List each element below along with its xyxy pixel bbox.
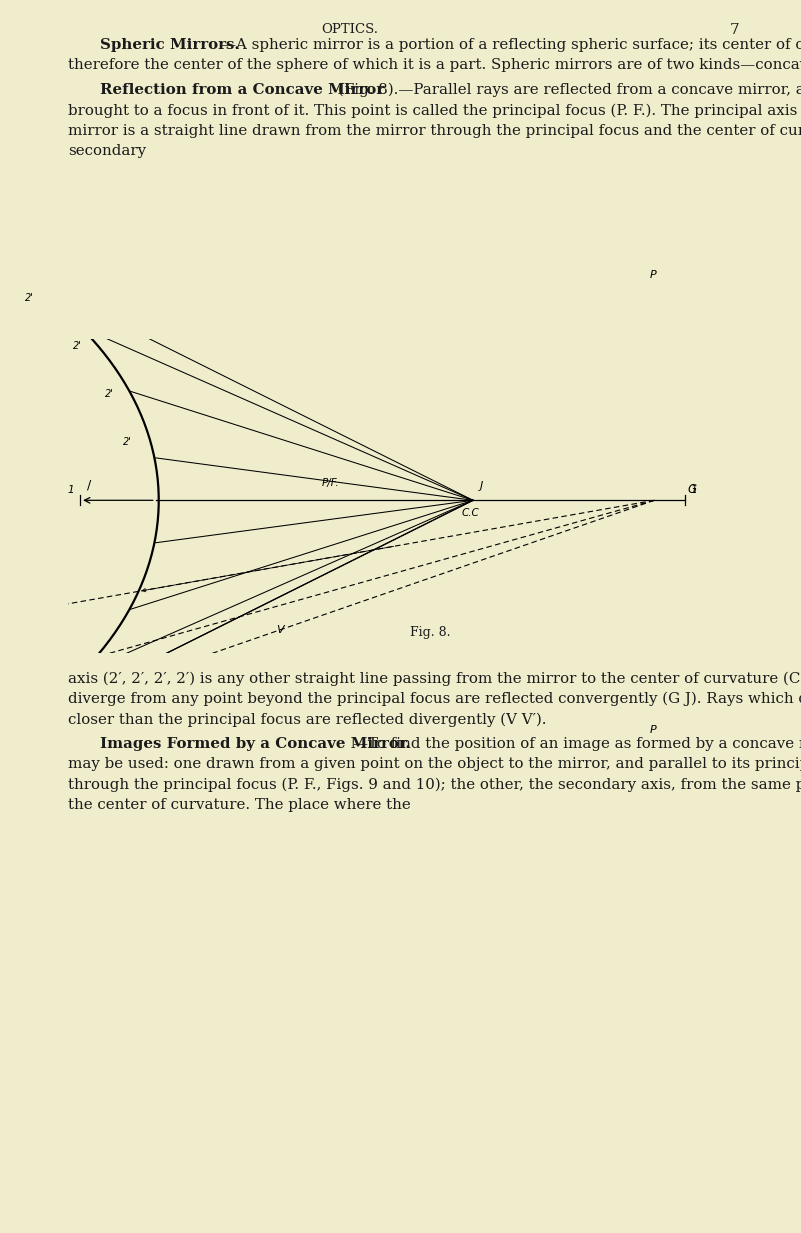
Text: —A spheric mirror is a portion of a reflecting spheric surface; its center of cu: —A spheric mirror is a portion of a refl…	[220, 38, 801, 52]
Text: 7: 7	[731, 23, 740, 37]
Text: axis (2′, 2′, 2′, 2′) is any other straight line passing from the mirror to the : axis (2′, 2′, 2′, 2′) is any other strai…	[68, 672, 801, 686]
Text: diverge from any point beyond the principal focus are reflected convergently (G : diverge from any point beyond the princi…	[68, 692, 801, 707]
Text: Images Formed by a Concave Mirror.: Images Formed by a Concave Mirror.	[100, 737, 411, 751]
Text: Reflection from a Concave Mirror: Reflection from a Concave Mirror	[100, 83, 384, 97]
Text: 2': 2'	[105, 390, 114, 399]
Text: —To find the position of an image as formed by a concave mirror, two rays: —To find the position of an image as for…	[352, 737, 801, 751]
Text: therefore the center of the sphere of which it is a part. Spheric mirrors are of: therefore the center of the sphere of wh…	[68, 58, 801, 73]
Text: (Fig. 8).—Parallel rays are reflected from a concave mirror, and are: (Fig. 8).—Parallel rays are reflected fr…	[338, 83, 801, 97]
Text: J: J	[481, 481, 484, 491]
Text: 1: 1	[68, 485, 74, 496]
Text: P/F.: P/F.	[322, 478, 340, 488]
Text: through the principal focus (P. F., Figs. 9 and 10); the other, the secondary ax: through the principal focus (P. F., Figs…	[68, 778, 801, 793]
Text: mirror is a straight line drawn from the mirror through the principal focus and : mirror is a straight line drawn from the…	[68, 125, 801, 138]
Text: G: G	[687, 483, 697, 496]
Text: the center of curvature. The place where the: the center of curvature. The place where…	[68, 799, 411, 813]
Text: secondary: secondary	[68, 144, 146, 159]
Text: P: P	[650, 725, 656, 735]
Text: may be used: one drawn from a given point on the object to the mirror, and paral: may be used: one drawn from a given poin…	[68, 757, 801, 772]
Text: 2': 2'	[25, 292, 34, 303]
Text: Fig. 8.: Fig. 8.	[410, 626, 451, 640]
Text: /: /	[87, 478, 91, 491]
Text: brought to a focus in front of it. This point is called the principal focus (P. : brought to a focus in front of it. This …	[68, 104, 801, 118]
Text: 1: 1	[690, 485, 697, 496]
Text: closer than the principal focus are reflected divergently (V V′).: closer than the principal focus are refl…	[68, 713, 546, 727]
Text: Spheric Mirrors.: Spheric Mirrors.	[100, 38, 239, 52]
Text: OPTICS.: OPTICS.	[321, 23, 379, 36]
Text: 2': 2'	[123, 438, 132, 448]
Text: P: P	[650, 270, 656, 280]
Text: V: V	[276, 625, 284, 635]
Text: C.C: C.C	[461, 508, 479, 518]
Text: 2': 2'	[73, 342, 82, 351]
